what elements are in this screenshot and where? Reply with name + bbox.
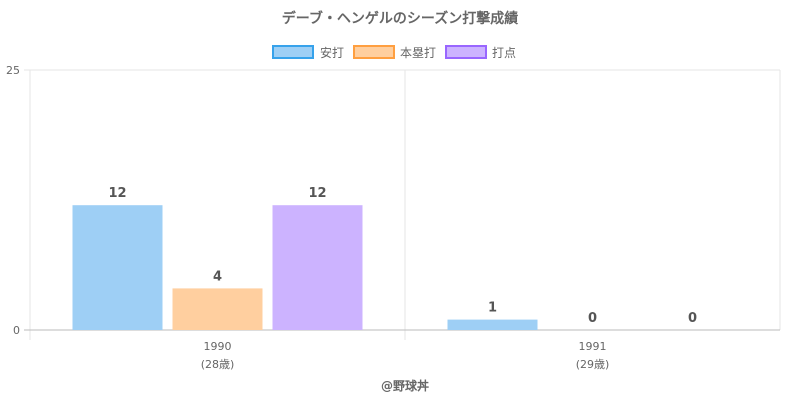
y-tick-label-25: 25	[6, 64, 20, 77]
data-label-1990-series-3: 12	[308, 186, 326, 201]
data-label-1990-series-1: 12	[108, 186, 126, 201]
x-tick-sublabel-1990: (28歳)	[201, 358, 235, 371]
legend-label-1: 安打	[320, 45, 344, 60]
data-label-1991-series-1: 1	[488, 301, 497, 316]
data-label-1990-series-2: 4	[213, 269, 222, 284]
x-tick-label-1990: 1990	[204, 340, 232, 353]
bar-1990-series-2	[172, 288, 263, 330]
x-tick-label-1991: 1991	[579, 340, 607, 353]
data-label-1991-series-2: 0	[588, 311, 597, 326]
bar-1990-series-3	[272, 205, 363, 330]
legend-label-2: 本塁打	[400, 46, 436, 60]
bar-1991-series-1	[447, 319, 538, 330]
chart-title: デーブ・ヘンゲルのシーズン打撃成績	[282, 10, 518, 27]
data-label-1991-series-3: 0	[688, 311, 697, 326]
x-tick-labels: 1990 (28歳) 1991 (29歳)	[201, 340, 610, 371]
legend: 安打 本塁打 打点	[272, 45, 516, 60]
legend-swatch-3	[445, 45, 487, 59]
legend-swatch-2	[353, 45, 395, 59]
legend-swatch-1	[272, 45, 314, 59]
x-tick-sublabel-1991: (29歳)	[576, 358, 610, 371]
legend-label-3: 打点	[492, 46, 516, 60]
bar-1990-series-1	[72, 205, 163, 330]
bars	[72, 205, 538, 330]
credit-text: @野球丼	[381, 378, 429, 393]
data-labels: 12 4 12 1 0 0	[108, 186, 697, 326]
y-tick-label-0: 0	[13, 324, 20, 337]
